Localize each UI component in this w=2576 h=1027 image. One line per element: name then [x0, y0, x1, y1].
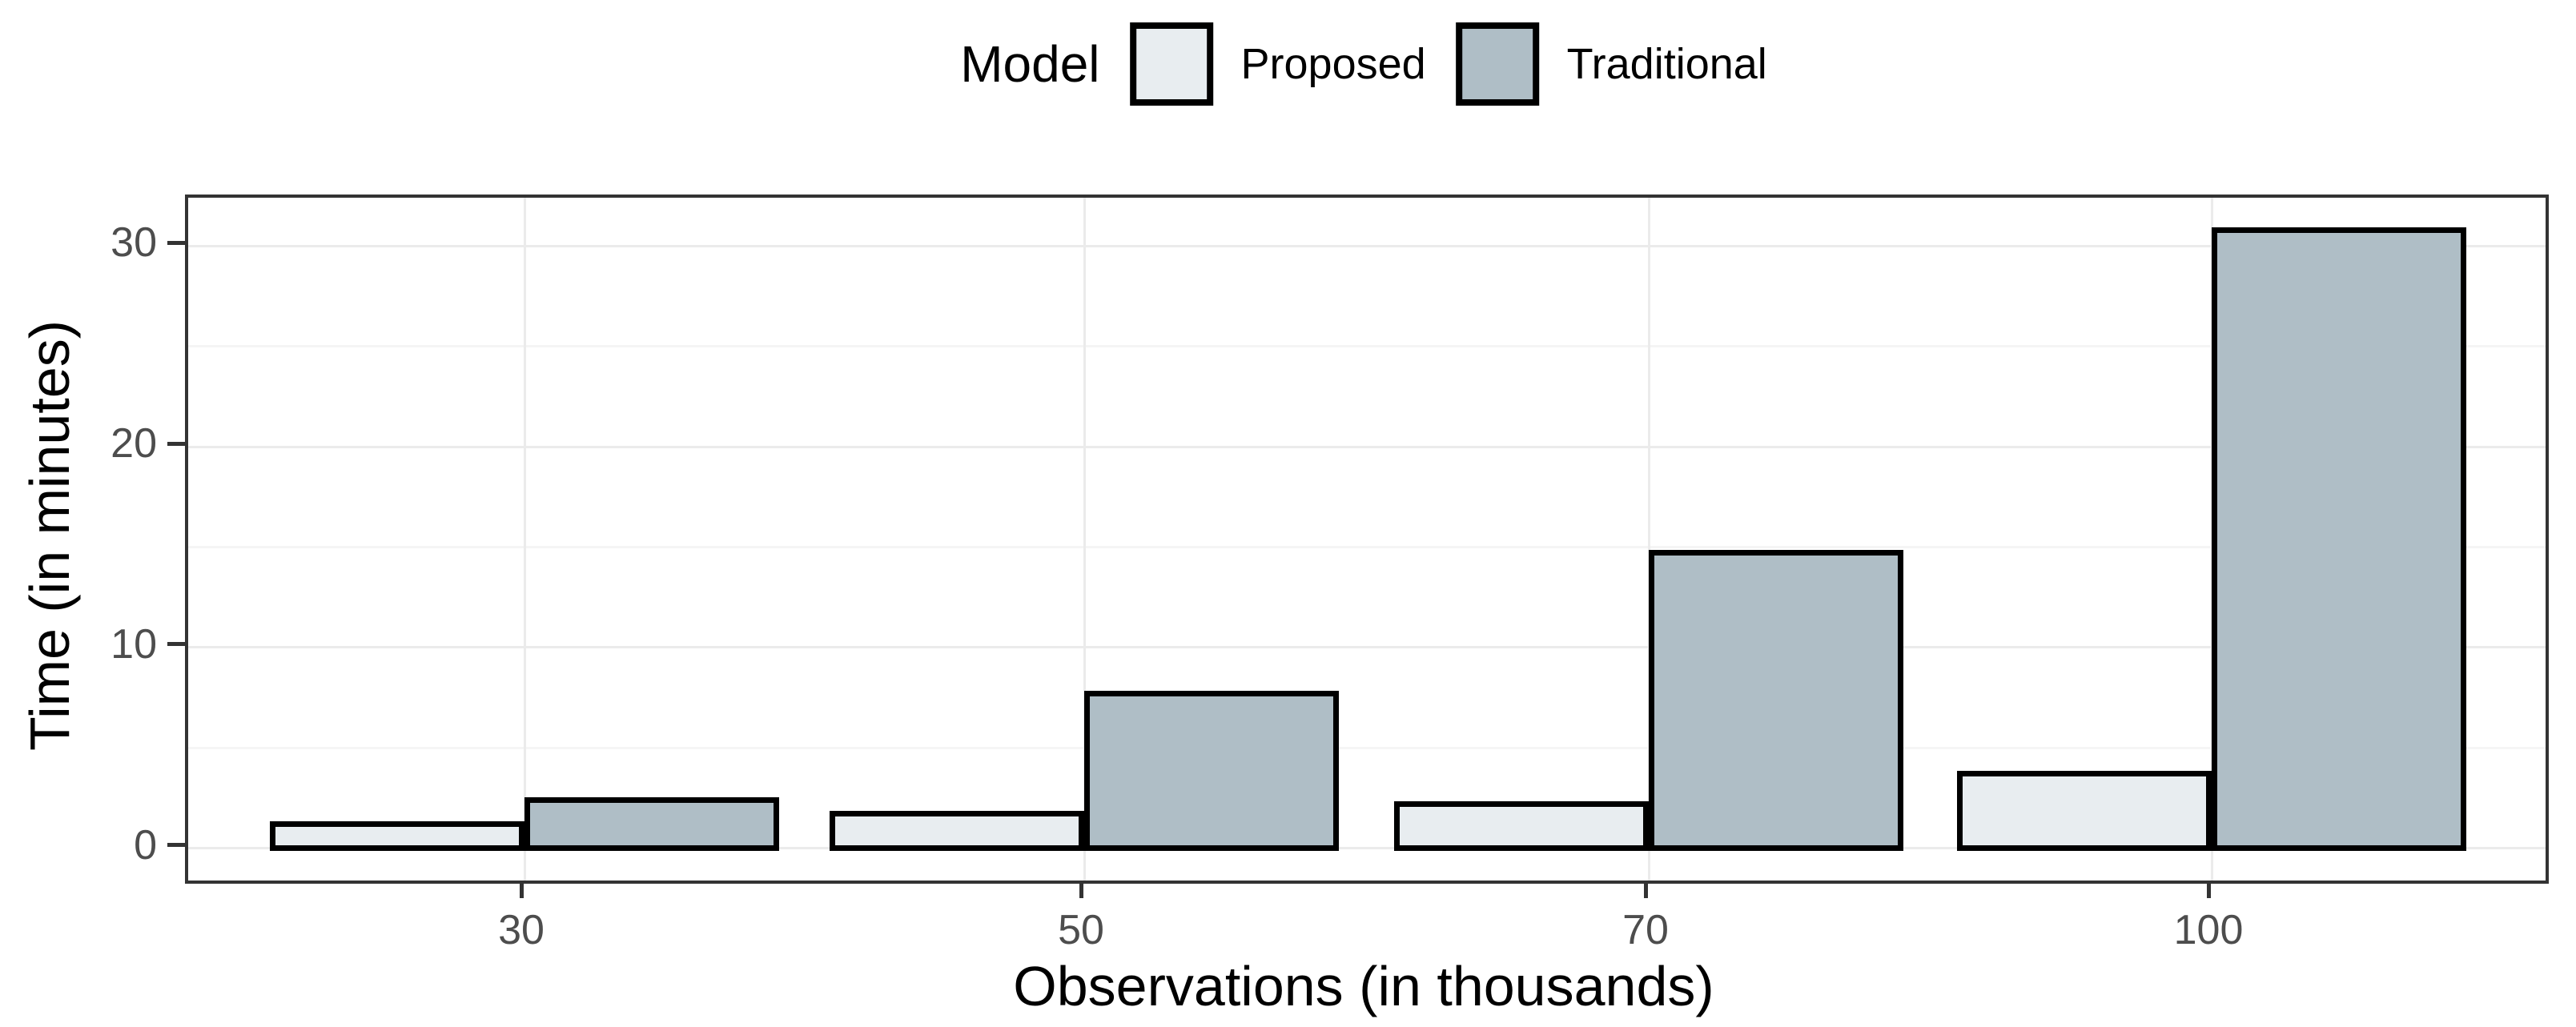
bar-traditional-100: [2212, 227, 2466, 851]
x-axis-title: Observations (in thousands): [1013, 955, 1714, 1017]
gridline-major-y20: [188, 445, 2546, 448]
y-tick-label-20: 20: [111, 420, 157, 467]
y-tick-label-0: 0: [134, 821, 157, 869]
x-tick-mark-100: [2206, 881, 2211, 898]
legend-label-proposed: Proposed: [1240, 40, 1426, 88]
bar-proposed-30: [270, 820, 524, 851]
x-tick-label-100: 100: [2173, 907, 2244, 953]
bar-proposed-70: [1394, 800, 1649, 851]
gridline-minor-y15: [188, 545, 2546, 548]
legend-item-traditional: Traditional: [1456, 22, 1767, 106]
bar-traditional-30: [524, 796, 779, 851]
gridline-minor-y25: [188, 345, 2546, 348]
y-tick-label-30: 30: [111, 219, 157, 267]
legend-title: Model: [960, 35, 1100, 93]
gridline-minor-y5: [188, 746, 2546, 749]
bar-traditional-50: [1084, 690, 1339, 851]
legend-key-proposed: [1130, 22, 1214, 106]
gridline-major-x30: [523, 198, 526, 881]
x-tick-label-30: 30: [498, 907, 545, 953]
y-tick-label-10: 10: [111, 620, 157, 668]
bar-proposed-100: [1957, 771, 2212, 851]
x-tick-label-50: 50: [1058, 907, 1104, 953]
bar-traditional-70: [1649, 550, 1903, 851]
y-tick-mark-0: [167, 843, 185, 847]
gridline-major-y0: [188, 847, 2546, 849]
plot-panel: [185, 195, 2549, 884]
bar-proposed-50: [830, 811, 1084, 851]
legend: Model Proposed Traditional: [960, 22, 1767, 106]
x-tick-label-70: 70: [1622, 907, 1669, 953]
x-tick-mark-50: [1079, 881, 1083, 898]
legend-item-proposed: Proposed: [1130, 22, 1426, 106]
legend-key-traditional: [1456, 22, 1540, 106]
gridline-major-y30: [188, 244, 2546, 247]
gridline-major-x70: [1647, 198, 1650, 881]
y-tick-mark-10: [167, 642, 185, 647]
gridline-major-y10: [188, 646, 2546, 649]
y-axis-title: Time (in minutes): [18, 319, 81, 752]
y-tick-mark-20: [167, 441, 185, 446]
y-tick-mark-30: [167, 240, 185, 245]
legend-label-traditional: Traditional: [1566, 40, 1767, 88]
x-tick-mark-70: [1643, 881, 1648, 898]
x-tick-mark-30: [519, 881, 524, 898]
gridline-major-x50: [1083, 198, 1086, 881]
